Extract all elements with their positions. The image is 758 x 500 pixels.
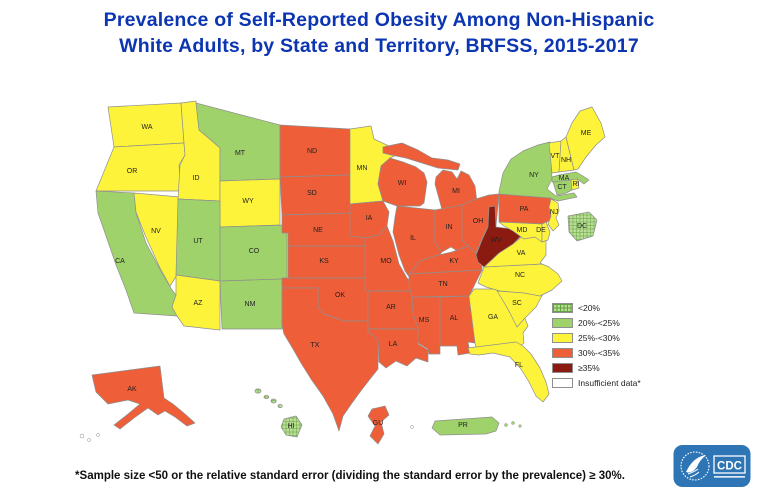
legend-swatch-c25_30 — [552, 333, 573, 343]
legend-swatch-c20_25 — [552, 318, 573, 328]
state-NY[interactable] — [498, 141, 578, 202]
state-AL[interactable] — [439, 295, 476, 356]
state-PR[interactable] — [431, 416, 500, 436]
footnote: *Sample size <50 or the relative standar… — [75, 470, 625, 482]
state-HI[interactable] — [254, 388, 303, 438]
state-CT[interactable] — [552, 179, 573, 196]
state-WA[interactable] — [107, 102, 185, 148]
state-NM[interactable] — [219, 278, 283, 330]
hhs-seal-ring-icon — [680, 451, 710, 481]
state-NJ[interactable] — [547, 198, 560, 232]
state-RI[interactable] — [570, 178, 580, 191]
state-CO[interactable] — [219, 224, 288, 282]
islet-icon — [511, 421, 515, 425]
cdc-logo-text: CDC — [717, 461, 742, 473]
legend-label-lt20: <20% — [578, 303, 600, 313]
state-WI[interactable] — [377, 157, 428, 207]
state-PA[interactable] — [498, 193, 557, 225]
legend-label-c30_35: 30%-<35% — [578, 348, 620, 358]
hhs-eagle-stripes-icon — [687, 468, 700, 478]
legend-swatch-lt20 — [552, 303, 573, 313]
islet-icon — [504, 423, 508, 427]
cdc-text-box — [713, 455, 746, 474]
legend-label-ge35: ≥35% — [578, 363, 600, 373]
state-MI[interactable] — [382, 142, 478, 214]
state-GU[interactable] — [367, 405, 390, 445]
cdc-tagline-bar — [714, 476, 745, 478]
map-container: WA OR CA NV ID MT WY UT CO AZ NM ND SD NE KS OK TX MN IA MO… — [72, 85, 672, 465]
state-TX[interactable] — [281, 287, 379, 432]
state-AK[interactable] — [91, 365, 196, 430]
state-FL[interactable] — [467, 341, 550, 403]
cdc-logo: CDC — [673, 445, 751, 487]
hhs-eagle-icon — [686, 455, 706, 473]
state-ND[interactable] — [279, 124, 351, 178]
legend-label-insufficient: Insufficient data* — [578, 378, 641, 388]
islet-icon — [87, 438, 91, 442]
legend-item-c25_30: 25%-<30% — [552, 333, 641, 343]
state-UT[interactable] — [175, 198, 221, 282]
state-OR[interactable] — [95, 142, 186, 192]
legend-item-ge35: ≥35% — [552, 363, 641, 373]
state-LA[interactable] — [367, 328, 429, 369]
legend-item-c20_25: 20%-<25% — [552, 318, 641, 328]
map-legend: <20% 20%-<25% 25%-<30% 30%-<35% ≥35% Insuffic… — [552, 303, 641, 393]
islet-icon — [410, 425, 414, 429]
state-AR[interactable] — [367, 290, 419, 330]
legend-label-c20_25: 20%-<25% — [578, 318, 620, 328]
state-KS[interactable] — [287, 245, 367, 279]
islet-icon — [518, 424, 522, 428]
page-title: Prevalence of Self-Reported Obesity Amon… — [0, 7, 758, 60]
legend-item-lt20: <20% — [552, 303, 641, 313]
state-SC[interactable] — [496, 290, 544, 328]
islet-icon — [79, 433, 85, 439]
legend-label-c25_30: 25%-<30% — [578, 333, 620, 343]
legend-swatch-ge35 — [552, 363, 573, 373]
state-DC[interactable] — [567, 211, 598, 242]
legend-swatch-insufficient — [552, 378, 573, 388]
legend-swatch-c30_35 — [552, 348, 573, 358]
state-AZ[interactable] — [171, 274, 221, 331]
state-SD[interactable] — [279, 174, 353, 216]
legend-item-c30_35: 30%-<35% — [552, 348, 641, 358]
state-DE[interactable] — [541, 221, 551, 243]
islet-icon — [96, 433, 100, 437]
state-ME[interactable] — [565, 106, 606, 171]
state-WY[interactable] — [219, 178, 281, 228]
legend-item-insufficient: Insufficient data* — [552, 378, 641, 388]
page-title-line2: White Adults, by State and Territory, BR… — [119, 35, 639, 58]
page-title-line1: Prevalence of Self-Reported Obesity Amon… — [103, 9, 655, 31]
state-KY[interactable] — [408, 245, 483, 275]
